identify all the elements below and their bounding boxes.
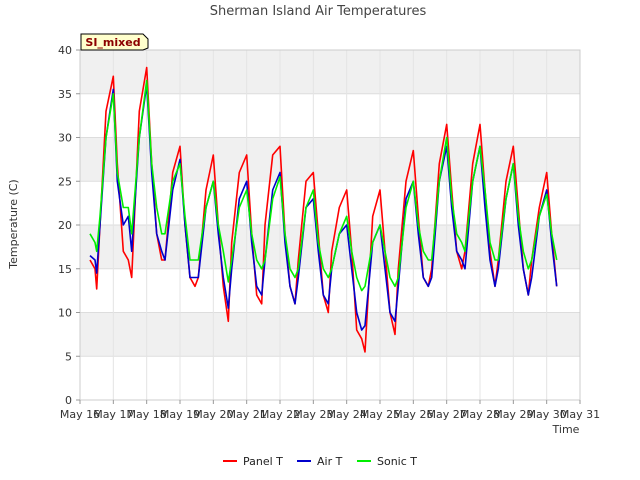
x-tick-label: May 28 (460, 408, 500, 421)
grid-band (80, 225, 580, 269)
grid-band (80, 50, 580, 94)
y-tick-label: 0 (65, 394, 72, 407)
x-tick-label: May 24 (327, 408, 367, 421)
chart-title: Sherman Island Air Temperatures (210, 4, 427, 19)
series-line-panel-t (89, 66, 558, 353)
y-tick-label: 40 (58, 44, 72, 57)
y-tick-label: 10 (58, 307, 72, 320)
x-tick-label: May 31 (560, 408, 600, 421)
badge-label: SI_mixed (85, 36, 140, 49)
x-tick-label: May 17 (93, 408, 133, 421)
x-tick-label: May 29 (493, 408, 533, 421)
y-tick-label: 30 (58, 132, 72, 145)
x-axis-label: Time (552, 423, 580, 436)
x-tick-label: May 25 (360, 408, 400, 421)
x-tick-label: May 18 (127, 408, 167, 421)
grid-band (80, 137, 580, 182)
x-tick-label: May 20 (193, 408, 233, 421)
x-tick-label: May 16 (60, 408, 100, 421)
legend: Panel T Air T Sonic T (223, 455, 417, 468)
series-lines (89, 66, 558, 353)
x-tick-label: May 21 (227, 408, 267, 421)
dataset-badge: SI_mixed (80, 33, 149, 51)
y-axis-ticks: 0 5 10 15 20 25 30 35 40 (58, 44, 80, 407)
y-tick-label: 25 (58, 175, 72, 188)
y-tick-label: 5 (65, 350, 72, 363)
x-tick-label: May 23 (293, 408, 333, 421)
y-tick-label: 35 (58, 88, 72, 101)
legend-label-air-t: Air T (317, 455, 343, 468)
series-line-sonic-t (89, 79, 558, 292)
grid-band (80, 312, 580, 357)
x-tick-label: May 19 (160, 408, 200, 421)
y-tick-label: 20 (58, 219, 72, 232)
x-tick-label: May 27 (427, 408, 467, 421)
x-tick-label: May 30 (527, 408, 567, 421)
badge-box (80, 33, 149, 51)
legend-label-sonic-t: Sonic T (377, 455, 417, 468)
y-axis-label: Temperature (C) (7, 179, 20, 269)
x-tick-label: May 22 (260, 408, 300, 421)
legend-label-panel-t: Panel T (243, 455, 283, 468)
x-tick-label: May 26 (393, 408, 433, 421)
y-tick-label: 15 (58, 263, 72, 276)
